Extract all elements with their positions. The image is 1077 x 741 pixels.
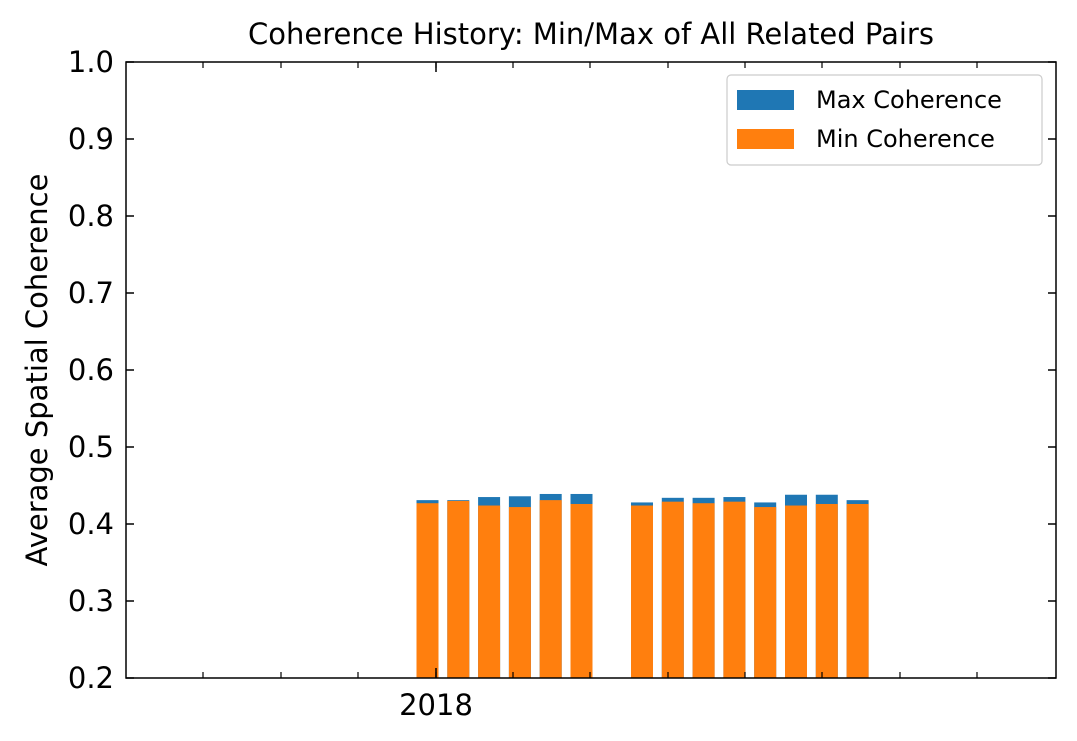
- bar-min-coherence: [815, 503, 838, 678]
- bar-min-coherence: [754, 507, 777, 678]
- legend-label-max: Max Coherence: [816, 86, 1002, 114]
- bar-min-coherence: [416, 503, 439, 678]
- legend-swatch-max: [737, 90, 794, 110]
- bar-min-coherence: [539, 500, 562, 678]
- bar-min-coherence: [846, 503, 869, 678]
- bar-min-coherence: [570, 503, 593, 678]
- ticks-layer: 0.2 0.3 0.4 0.5 0.6 0.7 0.8 0.9 1.0 2018: [68, 45, 1056, 722]
- y-tick-label: 0.4: [68, 507, 114, 541]
- y-tick-label: 0.2: [68, 661, 114, 695]
- y-tick-label: 0.5: [68, 430, 114, 464]
- legend-swatch-min: [737, 129, 794, 149]
- bar-min-coherence: [508, 507, 531, 678]
- chart-title: Coherence History: Min/Max of All Relate…: [248, 17, 934, 51]
- y-tick-label: 0.7: [68, 276, 114, 310]
- y-tick-label: 0.9: [68, 122, 114, 156]
- bar-min-coherence: [723, 501, 746, 678]
- y-tick-label: 0.3: [68, 584, 114, 618]
- bar-min-coherence: [661, 501, 684, 678]
- bar-min-coherence: [785, 505, 807, 678]
- plot-frame: [125, 61, 1057, 679]
- x-tick-label: 2018: [399, 688, 473, 722]
- y-tick-label: 0.8: [68, 199, 114, 233]
- y-tick-label: 0.6: [68, 353, 114, 387]
- bar-min-coherence: [692, 503, 715, 678]
- legend-label-min: Min Coherence: [816, 125, 995, 153]
- legend: Max Coherence Min Coherence: [726, 74, 1043, 166]
- y-tick-label: 1.0: [68, 45, 114, 79]
- bar-min-coherence: [631, 505, 653, 678]
- bars-layer: [416, 493, 869, 678]
- y-axis-label: Average Spatial Coherence: [20, 174, 54, 567]
- bar-min-coherence: [447, 500, 470, 678]
- bar-min-coherence: [478, 505, 501, 678]
- legend-box: [726, 74, 1043, 166]
